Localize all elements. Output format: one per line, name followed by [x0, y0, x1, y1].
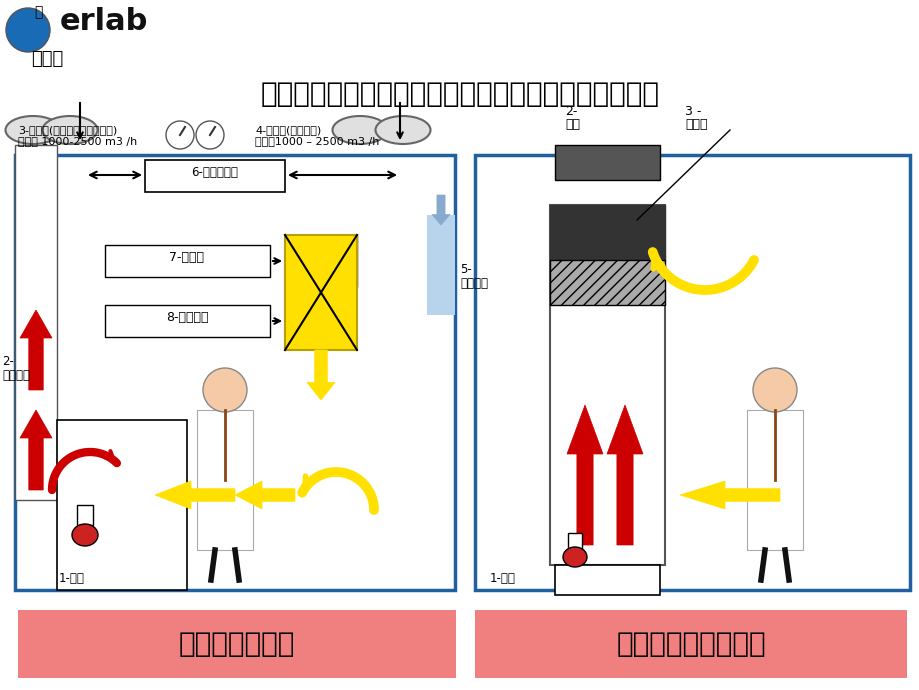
Text: 6-自动调节阀: 6-自动调节阀 — [191, 166, 238, 179]
Circle shape — [752, 368, 796, 412]
Text: 3-排风机(将污染气体排到室外): 3-排风机(将污染气体排到室外) — [18, 125, 117, 135]
Polygon shape — [20, 310, 52, 390]
Text: 2-: 2- — [2, 355, 14, 368]
Polygon shape — [307, 350, 335, 400]
Bar — [474, 610, 906, 678]
Ellipse shape — [562, 547, 586, 567]
Bar — [554, 565, 659, 595]
Text: 无管道净气型通风柜: 无管道净气型通风柜 — [616, 630, 765, 658]
Text: erlab: erlab — [60, 8, 148, 37]
Ellipse shape — [42, 116, 97, 144]
Bar — [77, 505, 93, 525]
Polygon shape — [679, 481, 779, 509]
Circle shape — [196, 121, 223, 149]
Text: 2-: 2- — [564, 105, 577, 118]
Circle shape — [6, 8, 50, 52]
Bar — [105, 245, 269, 277]
Text: 7-过滤器: 7-过滤器 — [169, 251, 204, 264]
Text: 无管道净气型通风柜与传统外排通风柜的工作原理比较: 无管道净气型通风柜与传统外排通风柜的工作原理比较 — [260, 80, 659, 108]
Bar — [567, 533, 582, 551]
Text: 风机: 风机 — [564, 118, 579, 131]
Bar — [15, 145, 57, 500]
Text: 传统外排通风柜: 传统外排通风柜 — [178, 630, 295, 658]
Text: 🔥: 🔥 — [34, 5, 42, 19]
Text: 1-柜体: 1-柜体 — [59, 572, 85, 585]
Bar — [550, 205, 664, 260]
Text: 4-补风机(新风补入): 4-补风机(新风补入) — [255, 125, 321, 135]
Circle shape — [165, 121, 194, 149]
Bar — [554, 145, 659, 180]
Bar — [145, 160, 285, 192]
Bar — [426, 215, 455, 315]
Text: 5-: 5- — [460, 263, 471, 276]
Text: 依拉勃: 依拉勃 — [31, 50, 63, 68]
Bar — [550, 205, 664, 565]
Bar — [197, 410, 253, 550]
Ellipse shape — [375, 116, 430, 144]
Polygon shape — [607, 405, 642, 545]
Text: 1-柜体: 1-柜体 — [490, 572, 516, 585]
Bar — [105, 305, 269, 337]
Polygon shape — [234, 481, 295, 509]
Polygon shape — [566, 405, 602, 545]
Bar — [550, 260, 664, 305]
Text: 8-空调系统: 8-空调系统 — [165, 311, 208, 324]
Text: 补风管道: 补风管道 — [460, 277, 487, 290]
Text: 风量为1000 – 2500 m3 /h: 风量为1000 – 2500 m3 /h — [255, 136, 379, 146]
Text: 过滤器: 过滤器 — [685, 118, 707, 131]
Bar — [57, 420, 187, 590]
Bar — [18, 610, 456, 678]
Circle shape — [203, 368, 246, 412]
Text: 风量为 1000-2500 m3 /h: 风量为 1000-2500 m3 /h — [18, 136, 137, 146]
Bar — [285, 235, 357, 287]
Polygon shape — [432, 195, 449, 225]
Polygon shape — [20, 410, 52, 490]
Bar — [15, 155, 455, 590]
Bar — [474, 155, 909, 590]
Polygon shape — [154, 481, 234, 509]
Ellipse shape — [6, 116, 61, 144]
Ellipse shape — [332, 116, 387, 144]
Bar — [285, 235, 357, 350]
Text: 3 -: 3 - — [685, 105, 700, 118]
Bar — [746, 410, 802, 550]
Ellipse shape — [72, 524, 98, 546]
Text: 外排管道: 外排管道 — [2, 369, 30, 382]
